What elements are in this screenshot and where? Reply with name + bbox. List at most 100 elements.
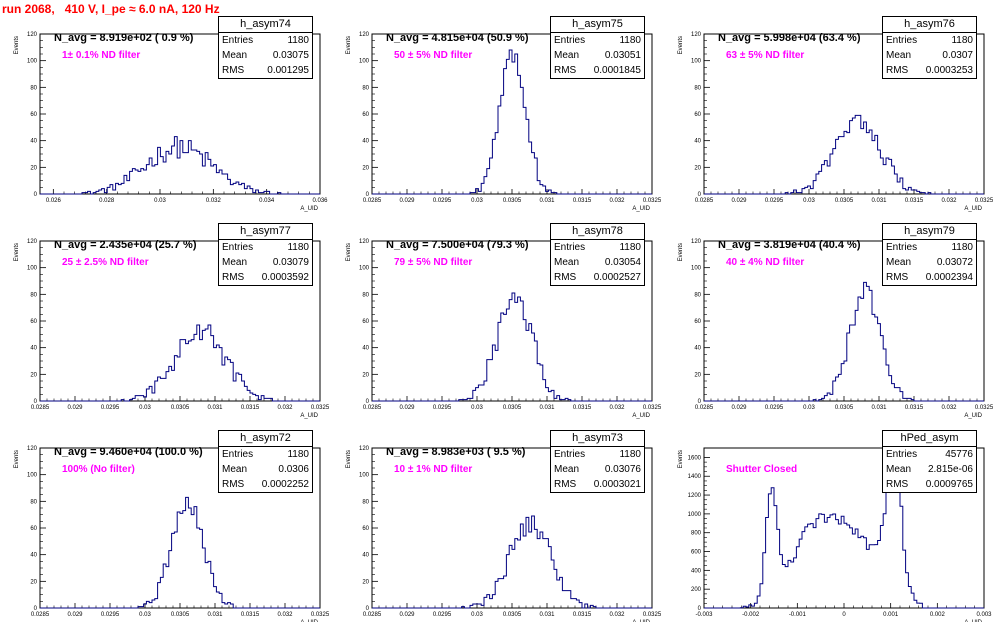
- y-tick-label: 60: [362, 112, 369, 118]
- x-tick-label: 0.031: [871, 198, 887, 204]
- x-axis-label: A_UID: [632, 206, 650, 212]
- y-axis-label: Events: [678, 36, 684, 54]
- y-tick-label: 0: [34, 606, 38, 612]
- x-tick-label: 0.031: [207, 405, 223, 411]
- histogram-plot-h_asym77: 0.0285 0.029 0.0295 0.03 0.0305 0.031 0.0315 0.…: [14, 239, 330, 419]
- x-tick-label: 0.03: [803, 198, 815, 204]
- x-tick-label: 0.034: [259, 198, 275, 204]
- y-tick-label: 0: [34, 399, 38, 405]
- y-tick-label: 80: [30, 499, 37, 505]
- x-tick-label: 0.0315: [241, 405, 260, 411]
- stats-label: Mean: [886, 50, 912, 61]
- x-tick-label: 0.0325: [311, 612, 330, 618]
- x-tick-label: 0.0305: [171, 405, 190, 411]
- stats-value: 0.0306: [278, 464, 309, 475]
- y-tick-label: 40: [30, 553, 37, 559]
- histogram-series: [372, 515, 652, 609]
- y-tick-label: 100: [691, 59, 702, 65]
- stats-row-mean: Mean 0.03072: [883, 255, 976, 270]
- x-tick-label: 0.029: [731, 198, 747, 204]
- x-tick-label: 0.0315: [905, 405, 924, 411]
- x-tick-label: 0.0315: [905, 198, 924, 204]
- y-tick-label: 1200: [688, 493, 702, 499]
- stats-row-entries: Entries 1180: [883, 33, 976, 48]
- stats-value: 0.03051: [604, 50, 641, 61]
- x-tick-label: 0.031: [207, 612, 223, 618]
- stats-value: 0.0002527: [593, 272, 641, 283]
- stats-value: 0.0003592: [261, 272, 309, 283]
- y-tick-label: 100: [359, 266, 370, 272]
- stats-value: 1180: [287, 35, 309, 46]
- histogram-name: h_asym79: [883, 224, 976, 240]
- y-tick-label: 100: [27, 473, 38, 479]
- x-tick-label: 0.029: [67, 405, 83, 411]
- stats-value: 0.0307: [942, 50, 973, 61]
- x-tick-label: 0.032: [277, 405, 293, 411]
- y-tick-label: 200: [691, 587, 702, 593]
- stats-label: RMS: [886, 65, 909, 76]
- y-tick-label: 120: [359, 446, 370, 452]
- y-tick-label: 80: [694, 85, 701, 91]
- x-tick-label: 0.036: [312, 198, 328, 204]
- x-tick-label: 0.0285: [363, 405, 382, 411]
- y-tick-label: 120: [359, 239, 370, 245]
- histogram-panel-h_asym79: 0.0285 0.029 0.0295 0.03 0.0305 0.031 0.0315 0.…: [664, 221, 996, 428]
- y-tick-label: 80: [362, 499, 369, 505]
- x-tick-label: 0.03: [471, 612, 483, 618]
- y-tick-label: 60: [362, 526, 369, 532]
- histogram-panel-h_asym78: 0.0285 0.029 0.0295 0.03 0.0305 0.031 0.0315 0.…: [332, 221, 664, 428]
- stats-label: Mean: [886, 257, 912, 268]
- x-tick-label: 0.0325: [643, 405, 662, 411]
- y-tick-label: 40: [30, 346, 37, 352]
- stats-box: h_asym76 Entries 1180 Mean 0.0307 RMS 0.000325…: [882, 16, 977, 79]
- histogram-plot-h_asym76: 0.0285 0.029 0.0295 0.03 0.0305 0.031 0.0315 0.…: [678, 32, 994, 212]
- n-avg-label: N_avg = 4.815e+04 (50.9 %): [386, 32, 529, 44]
- x-axis-label: A_UID: [300, 206, 318, 212]
- y-tick-label: 40: [30, 139, 37, 145]
- histogram-plot-h_asym72: 0.0285 0.029 0.0295 0.03 0.0305 0.031 0.0315 0.…: [14, 446, 330, 622]
- stats-row-entries: Entries 1180: [219, 447, 312, 462]
- y-tick-label: 0: [366, 606, 370, 612]
- x-tick-label: 0.0325: [311, 405, 330, 411]
- y-axis-label: Events: [346, 450, 352, 468]
- x-tick-label: 0.0295: [101, 612, 120, 618]
- x-axis-label: A_UID: [632, 620, 650, 622]
- y-tick-label: 600: [691, 550, 702, 556]
- stats-box: h_asym78 Entries 1180 Mean 0.03054 RMS 0.00025…: [550, 223, 645, 286]
- y-tick-label: 120: [691, 239, 702, 245]
- x-tick-label: 0.0285: [363, 198, 382, 204]
- y-tick-label: 80: [362, 85, 369, 91]
- stats-label: Entries: [886, 449, 918, 460]
- y-tick-label: 100: [27, 59, 38, 65]
- y-tick-label: 0: [698, 606, 702, 612]
- y-tick-label: 20: [30, 165, 37, 171]
- x-tick-label: 0.0295: [433, 198, 452, 204]
- x-tick-label: 0.0325: [643, 612, 662, 618]
- y-tick-label: 60: [362, 319, 369, 325]
- y-tick-label: 80: [362, 292, 369, 298]
- y-tick-label: 100: [359, 59, 370, 65]
- histogram-series: [704, 114, 984, 195]
- y-tick-label: 20: [694, 372, 701, 378]
- x-tick-label: 0.0325: [643, 198, 662, 204]
- stats-label: Mean: [554, 464, 580, 475]
- stats-row-mean: Mean 0.03079: [219, 255, 312, 270]
- stats-value: 1180: [287, 449, 309, 460]
- histogram-panel-h_asym73: 0.0285 0.029 0.0295 0.03 0.0305 0.031 0.0315 0.…: [332, 428, 664, 622]
- x-tick-label: 0.0305: [835, 198, 854, 204]
- y-axis-label: Events: [14, 243, 20, 261]
- y-tick-label: 40: [694, 139, 701, 145]
- x-tick-label: 0.03: [471, 198, 483, 204]
- histogram-name: h_asym77: [219, 224, 312, 240]
- filter-note: 25 ± 2.5% ND filter: [62, 257, 149, 268]
- stats-row-entries: Entries 1180: [219, 240, 312, 255]
- stats-row-entries: Entries 1180: [551, 447, 644, 462]
- x-axis-label: A_UID: [964, 620, 982, 622]
- x-tick-label: 0.031: [539, 198, 555, 204]
- stats-label: Mean: [554, 257, 580, 268]
- y-tick-label: 120: [359, 32, 370, 38]
- n-avg-label: N_avg = 3.819e+04 (40.4 %): [718, 239, 861, 251]
- x-tick-label: 0.029: [399, 612, 415, 618]
- histogram-name: h_asym78: [551, 224, 644, 240]
- x-tick-label: 0.031: [539, 612, 555, 618]
